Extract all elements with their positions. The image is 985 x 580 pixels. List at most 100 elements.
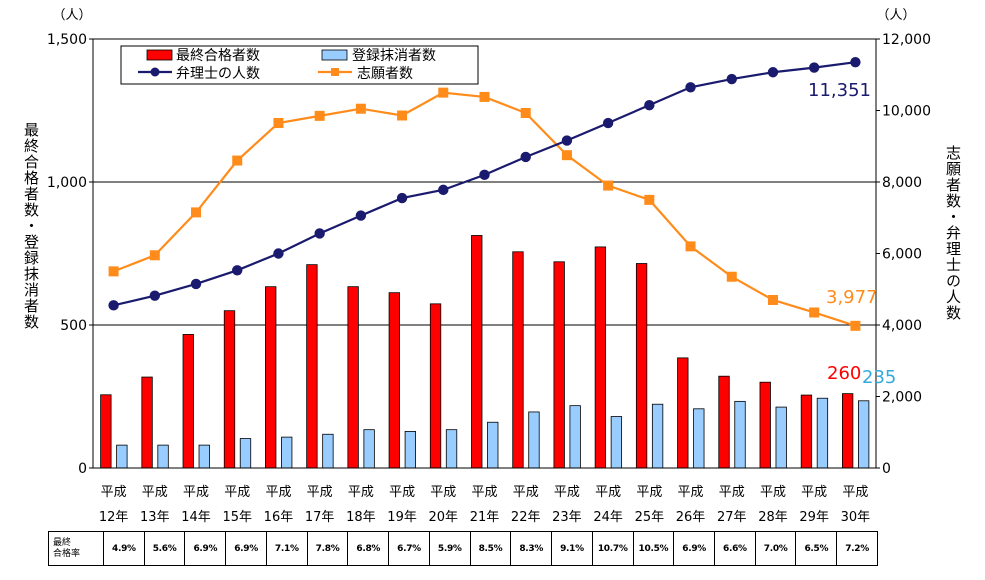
left-tick-label: 1,500 [47, 32, 87, 48]
patent-attorneys-point [644, 99, 655, 111]
bar-final-passers [553, 261, 565, 469]
patent-attorneys-point [520, 151, 531, 163]
x-tick-label-era: 平成 [719, 485, 745, 500]
applicants-point [273, 118, 284, 129]
bar-final-passers [512, 251, 524, 469]
applicants-point [149, 250, 160, 261]
pass-rate-header-line1: 最終 [53, 537, 72, 548]
x-tick-label-era: 平成 [636, 485, 662, 500]
legend-box [120, 45, 479, 85]
patent-attorneys-point [767, 67, 779, 78]
pass-rate-cell: 10.7% [591, 531, 634, 566]
pass-rate-cell: 8.5% [469, 531, 512, 566]
x-tick-label-era: 平成 [471, 485, 497, 500]
legend-swatch-final-passers [146, 49, 173, 61]
bar-deregistrations [157, 444, 169, 469]
x-tick-label-year: 21年 [470, 510, 500, 525]
x-tick-label-year: 24年 [593, 510, 623, 525]
left-tick-label: 1,000 [47, 175, 87, 191]
axes: 0 500 1,000 1,500 0 2,000 4,000 6,000 8,000 10,00… [47, 8, 931, 525]
left-axis-title: 最終合格者数・登録抹消者数 [22, 122, 40, 330]
pass-rate-cell: 7.8% [306, 531, 349, 566]
bars [100, 235, 870, 469]
annotation-deregistrations: 235 [862, 367, 896, 388]
left-tick-label: 0 [78, 461, 87, 477]
x-tick-label-era: 平成 [183, 485, 209, 500]
patent-attorneys-point [726, 73, 737, 85]
right-tick-label: 2,000 [882, 390, 922, 406]
bar-deregistrations [569, 405, 581, 469]
x-tick-label-year: 23年 [552, 510, 582, 525]
x-tick-label-year: 28年 [758, 510, 788, 525]
x-tick-label-era: 平成 [595, 485, 621, 500]
applicants-point [561, 150, 572, 161]
right-tick-label: 12,000 [882, 32, 931, 48]
pass-rate-row: 最終 合格率 4.9% 5.6% 6.9% 6.9% 7.1% 7.8% 6.8% 6.7% 5… [48, 531, 878, 566]
bar-deregistrations [651, 403, 664, 469]
bar-final-passers [677, 357, 689, 469]
bar-deregistrations [116, 444, 128, 469]
x-tick-label-era: 平成 [265, 485, 291, 500]
bar-deregistrations [693, 408, 705, 469]
bar-final-passers [100, 394, 112, 469]
x-tick-label-year: 14年 [181, 510, 211, 525]
bar-deregistrations [528, 411, 540, 469]
applicants-point [314, 110, 325, 121]
bar-deregistrations [857, 400, 870, 469]
annotations: 11,351 3,977 260 235 [808, 80, 896, 388]
annotation-patent-attorneys: 11,351 [808, 80, 871, 101]
x-tick-label-era: 平成 [554, 485, 580, 500]
patent-attorneys-point [602, 117, 614, 129]
applicants-point [191, 207, 202, 218]
patent-attorneys-point [850, 57, 861, 68]
annotation-applicants: 3,977 [826, 287, 878, 308]
pass-rate-cell: 6.5% [795, 531, 838, 566]
bar-final-passers [223, 310, 236, 469]
patent-attorneys-point [396, 192, 408, 204]
x-tick-label-year: 29年 [799, 510, 829, 525]
pass-rate-cell: 7.0% [754, 531, 797, 566]
chart: 0 500 1,000 1,500 0 2,000 4,000 6,000 8,000 10,00… [47, 8, 931, 525]
lines [108, 57, 861, 331]
pass-rate-table: 最終 合格率 4.9% 5.6% 6.9% 6.9% 7.1% 7.8% 6.8% 6.7% 5… [48, 531, 878, 566]
patent-attorneys-point [808, 62, 820, 73]
x-tick-label-year: 22年 [511, 510, 541, 525]
left-tick-label: 500 [60, 318, 87, 334]
pass-rate-header-line2: 合格率 [53, 548, 81, 559]
x-tick-label-era: 平成 [101, 485, 127, 500]
legend-label-deregistrations: 登録抹消者数 [352, 48, 436, 64]
x-tick-label-year: 30年 [841, 510, 871, 525]
applicants-point [232, 155, 243, 166]
applicants-point [644, 194, 655, 205]
bar-deregistrations [363, 429, 375, 469]
patent-attorneys-point [685, 82, 696, 93]
applicants-point [355, 103, 366, 114]
bar-final-passers [800, 394, 813, 469]
x-tick-label-era: 平成 [348, 485, 374, 500]
x-tick-label-era: 平成 [678, 485, 704, 500]
x-tick-label-year: 18年 [346, 510, 376, 525]
left-axis-unit: （人） [52, 8, 91, 23]
bar-deregistrations [775, 406, 787, 469]
pass-rate-cell: 7.1% [265, 531, 308, 566]
pass-rate-cell: 4.9% [103, 531, 145, 566]
pass-rate-cell: 8.3% [510, 531, 553, 566]
bar-deregistrations [445, 429, 458, 469]
x-tick-label-year: 16年 [264, 510, 294, 525]
pass-rate-cell: 10.5% [632, 531, 675, 566]
bar-final-passers [471, 235, 483, 469]
pass-rate-cell: 6.6% [714, 531, 756, 566]
pass-rate-cell: 7.2% [836, 531, 878, 566]
bar-final-passers [265, 286, 277, 469]
legend-marker-applicants [331, 68, 339, 76]
patent-attorneys-point [149, 290, 161, 301]
x-tick-label-era: 平成 [389, 485, 415, 500]
x-tick-label-year: 25年 [635, 510, 665, 525]
applicants-line [113, 91, 856, 327]
bar-final-passers [306, 264, 318, 469]
legend-label-final-passers: 最終合格者数 [176, 48, 260, 64]
pass-rate-header: 最終 合格率 [48, 531, 104, 566]
x-tick-label-year: 12年 [99, 510, 129, 525]
applicants-point [479, 91, 490, 102]
pass-rate-cell: 9.1% [551, 531, 593, 566]
